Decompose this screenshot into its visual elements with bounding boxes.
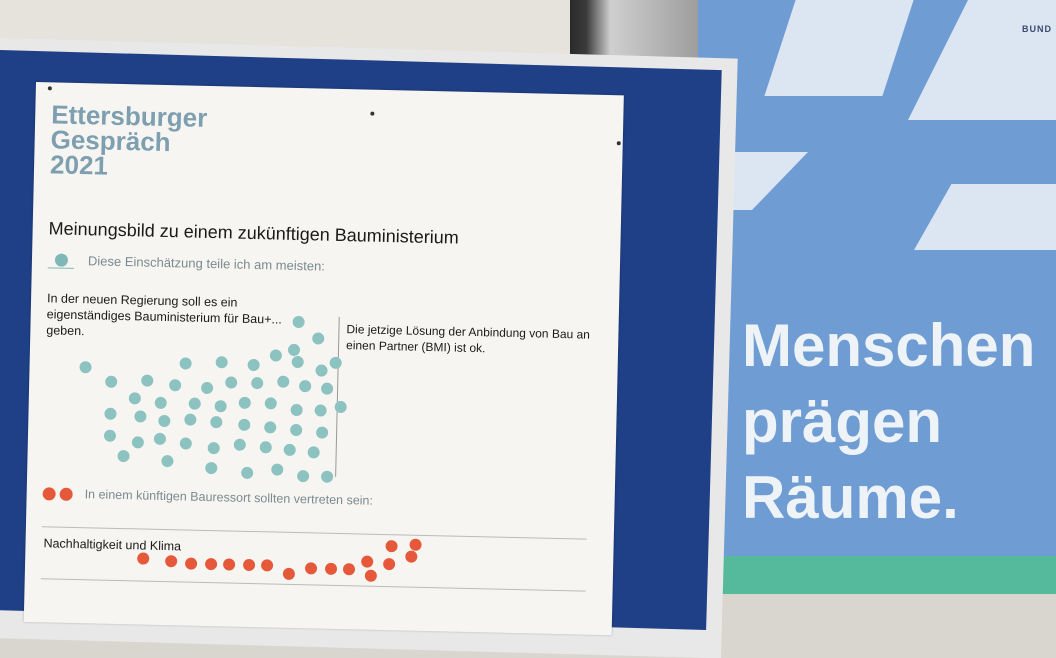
teal-sticker-dot [314, 404, 327, 417]
teal-sticker-dot [292, 315, 305, 329]
orange-sticker-dot [361, 555, 374, 568]
poster: Ettersburger Gespräch 2021 Meinungsbild … [23, 82, 624, 636]
teal-sticker-dot [241, 466, 254, 480]
teal-sticker-dot [287, 343, 301, 357]
orange-dots-icon [42, 486, 78, 502]
teal-sticker-dot [251, 376, 264, 390]
teal-sticker-dot [141, 374, 154, 387]
teal-sticker-dot [233, 438, 246, 451]
teal-sticker-dot [271, 463, 284, 476]
teal-sticker-dot [179, 357, 192, 370]
teal-sticker-dot [210, 416, 223, 429]
teal-sticker-dot [296, 470, 310, 483]
teal-sticker-dot [315, 426, 329, 439]
teal-sticker-dot [291, 355, 304, 369]
orange-sticker-dot [137, 552, 150, 565]
teal-sticker-dot [264, 397, 277, 410]
orange-sticker-dot [405, 550, 418, 563]
teal-sticker-dot [334, 400, 347, 414]
teal-sticker-dot [277, 375, 290, 388]
teal-sticker-dot [269, 349, 282, 362]
teal-sticker-dot [259, 441, 272, 454]
teal-sticker-dot [214, 400, 227, 413]
teal-sticker-dot [105, 375, 118, 388]
orange-sticker-dot [304, 562, 318, 575]
banner: BUND Menschen prägen Räume. [698, 0, 1056, 594]
teal-sticker-dot [290, 423, 303, 437]
teal-sticker-dot [238, 418, 251, 431]
teal-sticker-dot [154, 396, 167, 410]
teal-sticker-dot [128, 392, 141, 405]
teal-sticker-dot [215, 356, 228, 369]
teal-sticker-dot [158, 414, 171, 428]
teal-sticker-dot [320, 382, 334, 395]
orange-sticker-dot [242, 558, 256, 572]
teal-sticker-dot [103, 429, 117, 442]
teal-sticker-dot [299, 380, 312, 393]
teal-sticker-dot [179, 437, 192, 450]
teal-sticker-dot [283, 443, 296, 456]
teal-sticker-dot [207, 441, 220, 455]
teal-sticker-dot [315, 364, 328, 377]
teal-sticker-dot [238, 396, 251, 409]
teal-sticker-dot [79, 361, 92, 374]
teal-sticker-dot [307, 446, 320, 459]
orange-sticker-dot [385, 540, 398, 553]
banner-shape [728, 152, 808, 210]
banner-green-stripe [698, 556, 1056, 594]
teal-sticker-dot [247, 358, 260, 372]
teal-sticker-dot [290, 403, 303, 417]
teal-sticker-dot [161, 454, 174, 468]
teal-sticker-dot [329, 356, 342, 370]
orange-sticker-dot [383, 558, 396, 571]
teal-sticker-dot [225, 376, 238, 389]
teal-sticker-dot [264, 421, 277, 434]
teal-sticker-dot [153, 432, 167, 446]
orange-sticker-dot [364, 569, 378, 582]
teal-sticker-dot [188, 397, 201, 410]
teal-sticker-dot [117, 449, 130, 463]
teal-sticker-dot [320, 470, 334, 483]
orange-sticker-dot [184, 557, 198, 570]
teal-sticker-dot [134, 410, 147, 423]
orange-sticker-dot [409, 538, 422, 551]
orange-sticker-dot [260, 559, 274, 572]
teal-sticker-dot [184, 413, 197, 426]
banner-shape [914, 184, 1056, 250]
teal-dot-cluster [24, 82, 624, 635]
slogan-line: prägen [742, 388, 943, 455]
orange-sticker-dot [165, 555, 178, 568]
banner-brand: BUND [1022, 24, 1052, 34]
teal-sticker-dot [104, 407, 117, 420]
orange-sticker-dot [342, 563, 356, 576]
teal-sticker-dot [200, 381, 214, 395]
slogan-line: Räume. [742, 464, 959, 531]
orange-sticker-dot [222, 558, 236, 571]
orange-sticker-dot [282, 567, 296, 580]
slogan-line: Menschen [742, 312, 1036, 379]
orange-sticker-dot [324, 562, 338, 575]
banner-slogan: Menschen prägen Räume. [742, 308, 1035, 536]
teal-sticker-dot [169, 379, 182, 392]
banner-shape [908, 0, 1056, 120]
orange-sticker-dot [204, 557, 218, 571]
teal-sticker-dot [205, 461, 218, 475]
banner-shape [764, 0, 914, 96]
teal-sticker-dot [312, 332, 325, 345]
teal-sticker-dot [131, 436, 144, 449]
